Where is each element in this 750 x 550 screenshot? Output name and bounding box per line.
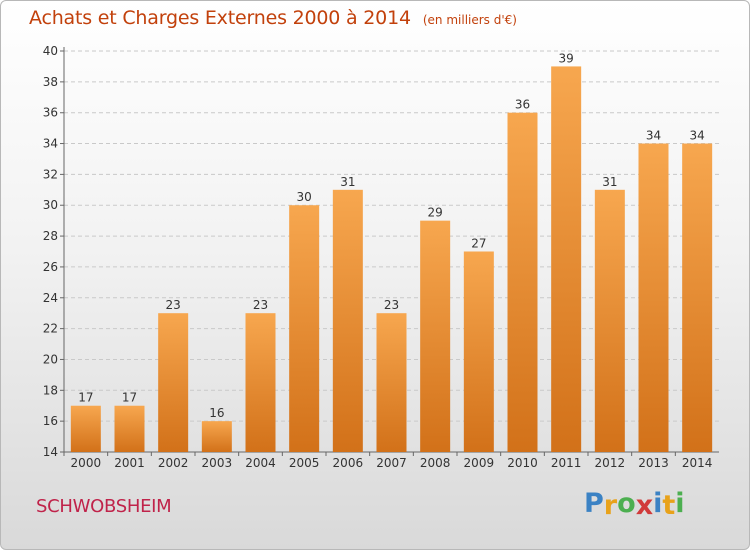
bar-2012 — [594, 189, 625, 453]
axes: 14 16 18 20 22 24 26 28 30 32 34 36 38 40 — [43, 44, 719, 459]
logo-letter: r — [603, 490, 618, 521]
y-tick-label: 38 — [43, 75, 58, 89]
logo-letter: P — [584, 488, 604, 519]
x-tick-label: 2006 — [333, 456, 364, 470]
logo-letter: o — [617, 488, 636, 519]
logo-letter: x — [635, 490, 654, 521]
bar-2009 — [463, 251, 494, 452]
commune-name: SCHWOBSHEIM — [36, 496, 172, 517]
data-label: 34 — [690, 129, 705, 143]
x-tick-label: 2009 — [464, 456, 495, 470]
data-label: 17 — [78, 391, 93, 405]
logo-letter: i — [653, 488, 663, 519]
x-tick-label: 2007 — [376, 456, 407, 470]
data-label: 27 — [471, 237, 486, 251]
x-tick-label: 2014 — [682, 456, 713, 470]
bar-2010 — [507, 112, 538, 452]
bar-2003 — [201, 421, 232, 452]
bars — [70, 66, 713, 453]
data-label: 16 — [209, 406, 224, 420]
bar-2002 — [158, 313, 189, 452]
data-label: 17 — [122, 391, 137, 405]
bar-2004 — [245, 313, 276, 452]
bar-2013 — [638, 143, 669, 453]
logo-letter: i — [675, 488, 685, 519]
x-tick-label: 2012 — [595, 456, 626, 470]
bar-2005 — [289, 205, 320, 452]
bar-2008 — [420, 220, 451, 452]
y-tick-label: 26 — [43, 260, 58, 274]
y-tick-label: 28 — [43, 229, 58, 243]
bar-2001 — [114, 405, 145, 452]
x-tick-label: 2005 — [289, 456, 320, 470]
y-tick-label: 22 — [43, 322, 58, 336]
proxiti-logo[interactable]: Proxiti — [584, 488, 685, 521]
labels: 2000 17 2001 17 2002 23 2003 16 2004 23 2005 30 2006… — [71, 51, 713, 470]
data-label: 23 — [166, 298, 181, 312]
data-label: 39 — [559, 51, 574, 65]
y-tick-label: 36 — [43, 106, 58, 120]
chart-subtitle: (en milliers d'€) — [422, 13, 517, 27]
data-label: 34 — [646, 129, 661, 143]
y-tick-label: 24 — [43, 291, 58, 305]
y-tick-label: 32 — [43, 167, 58, 181]
bar-2007 — [376, 313, 407, 452]
x-tick-label: 2003 — [202, 456, 233, 470]
y-tick-label: 14 — [43, 445, 58, 459]
y-tick-label: 40 — [43, 44, 58, 58]
chart-title: Achats et Charges Externes 2000 à 2014 — [29, 7, 411, 29]
x-tick-label: 2000 — [71, 456, 102, 470]
x-tick-label: 2004 — [245, 456, 276, 470]
data-label: 23 — [384, 298, 399, 312]
x-tick-label: 2010 — [507, 456, 538, 470]
y-tick-label: 30 — [43, 198, 58, 212]
x-tick-label: 2002 — [158, 456, 189, 470]
x-tick-label: 2013 — [638, 456, 669, 470]
logo-letter: t — [662, 490, 676, 521]
y-tick-label: 16 — [43, 414, 58, 428]
x-tick-label: 2001 — [114, 456, 145, 470]
y-tick-label: 34 — [43, 137, 58, 151]
y-tick-label: 20 — [43, 352, 58, 366]
data-label: 30 — [297, 190, 312, 204]
chart-header: Achats et Charges Externes 2000 à 2014 (… — [29, 7, 517, 29]
data-label: 23 — [253, 298, 268, 312]
y-tick-label: 18 — [43, 383, 58, 397]
bar-2011 — [551, 66, 582, 452]
data-label: 29 — [428, 206, 443, 220]
bar-2006 — [332, 189, 363, 453]
data-label: 31 — [602, 175, 617, 189]
bar-2000 — [70, 405, 101, 452]
data-label: 36 — [515, 98, 530, 112]
bar-2014 — [682, 143, 713, 453]
data-label: 31 — [340, 175, 355, 189]
x-tick-label: 2011 — [551, 456, 582, 470]
x-tick-label: 2008 — [420, 456, 451, 470]
